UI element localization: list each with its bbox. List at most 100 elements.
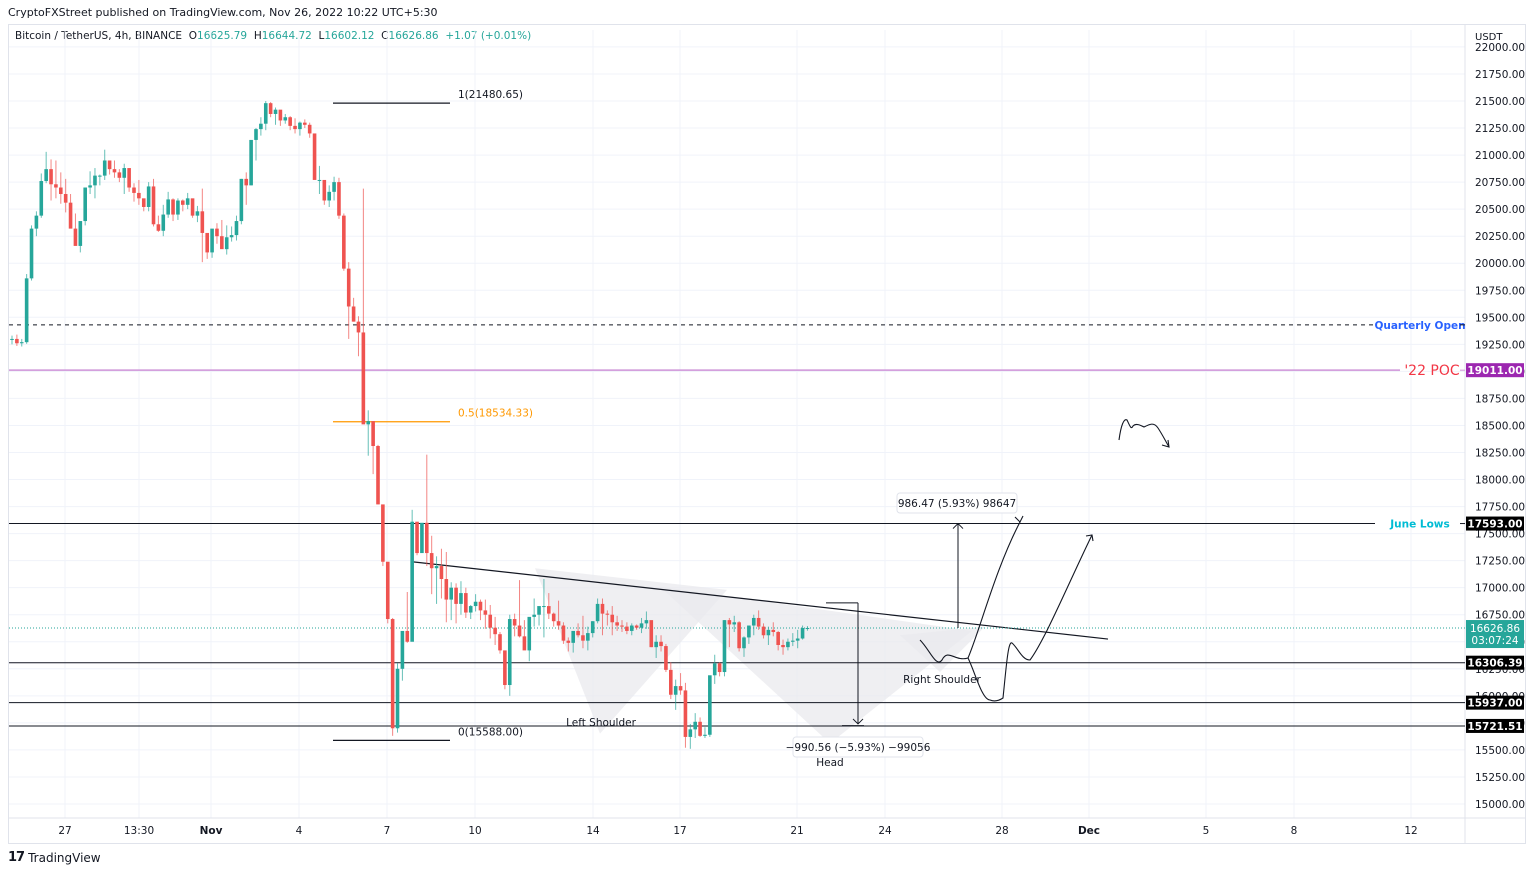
candle-body[interactable] — [781, 644, 785, 648]
candle-body[interactable] — [200, 211, 205, 233]
candle-body[interactable] — [786, 641, 790, 648]
candle-body[interactable] — [459, 593, 463, 604]
candle-body[interactable] — [761, 626, 766, 636]
candle-body[interactable] — [351, 306, 356, 322]
candle-body[interactable] — [742, 637, 746, 649]
candle-body[interactable] — [561, 625, 566, 641]
candle-body[interactable] — [293, 125, 297, 130]
candle-body[interactable] — [556, 621, 561, 626]
candle-body[interactable] — [117, 172, 122, 178]
candle-body[interactable] — [78, 221, 83, 246]
candle-body[interactable] — [220, 236, 224, 250]
candle-body[interactable] — [410, 521, 414, 642]
candle-body[interactable] — [625, 626, 629, 631]
candle-body[interactable] — [185, 198, 190, 205]
candle-body[interactable] — [307, 124, 312, 134]
candle-body[interactable] — [537, 606, 541, 615]
candle-body[interactable] — [712, 663, 717, 676]
candle-body[interactable] — [669, 669, 673, 695]
candle-body[interactable] — [181, 200, 185, 205]
candle-body[interactable] — [590, 621, 595, 634]
candle-body[interactable] — [727, 620, 732, 625]
candle-body[interactable] — [298, 122, 302, 130]
candle-body[interactable] — [708, 675, 712, 735]
candle-body[interactable] — [141, 198, 146, 207]
candle-body[interactable] — [620, 625, 624, 627]
candle-body[interactable] — [327, 191, 331, 201]
candle-body[interactable] — [644, 620, 649, 624]
candle-body[interactable] — [356, 321, 361, 333]
candle-body[interactable] — [542, 606, 546, 608]
candle-body[interactable] — [547, 606, 551, 614]
candle-body[interactable] — [473, 601, 478, 607]
candle-body[interactable] — [395, 668, 400, 729]
candle-body[interactable] — [229, 235, 234, 238]
candle-body[interactable] — [322, 179, 327, 201]
candle-body[interactable] — [805, 628, 810, 630]
candle-body[interactable] — [156, 224, 161, 231]
candle-body[interactable] — [605, 613, 610, 615]
candle-body[interactable] — [151, 186, 156, 225]
candle-body[interactable] — [244, 178, 249, 186]
candle-body[interactable] — [102, 160, 107, 176]
candle-body[interactable] — [224, 237, 229, 250]
candle-body[interactable] — [98, 175, 102, 177]
candle-body[interactable] — [791, 640, 795, 642]
candle-body[interactable] — [649, 620, 654, 648]
candle-body[interactable] — [634, 625, 639, 628]
candle-body[interactable] — [703, 734, 707, 736]
candle-body[interactable] — [176, 200, 180, 215]
candle-body[interactable] — [488, 614, 493, 628]
candle-body[interactable] — [586, 633, 590, 641]
candle-body[interactable] — [673, 686, 678, 695]
candle-body[interactable] — [756, 617, 761, 627]
candle-body[interactable] — [73, 228, 78, 246]
candle-body[interactable] — [112, 169, 117, 173]
candle-body[interactable] — [337, 182, 341, 216]
candle-body[interactable] — [639, 623, 644, 628]
candle-body[interactable] — [88, 185, 92, 188]
candle-body[interactable] — [332, 182, 336, 192]
candle-body[interactable] — [390, 619, 395, 729]
candle-body[interactable] — [39, 181, 44, 216]
candle-body[interactable] — [771, 629, 776, 633]
candle-body[interactable] — [249, 139, 253, 186]
candle-body[interactable] — [68, 202, 73, 229]
candle-body[interactable] — [127, 168, 131, 188]
candle-body[interactable] — [210, 228, 214, 253]
candle-body[interactable] — [468, 606, 473, 613]
candle-body[interactable] — [532, 614, 536, 617]
candle-body[interactable] — [776, 632, 780, 645]
candle-body[interactable] — [303, 122, 307, 125]
candle-body[interactable] — [595, 603, 600, 622]
candle-body[interactable] — [146, 186, 151, 207]
candle-body[interactable] — [600, 603, 605, 614]
candle-body[interactable] — [283, 117, 288, 121]
candle-body[interactable] — [478, 601, 483, 611]
candle-body[interactable] — [615, 622, 619, 626]
candle-body[interactable] — [239, 178, 244, 222]
candle-body[interactable] — [610, 614, 615, 623]
candle-body[interactable] — [766, 629, 771, 636]
candle-body[interactable] — [190, 198, 195, 216]
candle-body[interactable] — [678, 686, 683, 691]
candle-body[interactable] — [517, 625, 522, 637]
candle-body[interactable] — [132, 187, 136, 193]
candle-body[interactable] — [137, 192, 141, 199]
candle-body[interactable] — [688, 729, 693, 737]
candle-body[interactable] — [29, 228, 34, 279]
candle-body[interactable] — [444, 579, 449, 600]
candle-body[interactable] — [498, 634, 502, 651]
candle-body[interactable] — [795, 638, 800, 641]
candle-body[interactable] — [405, 630, 410, 642]
candle-body[interactable] — [527, 616, 532, 651]
candle-body[interactable] — [400, 630, 405, 669]
candle-body[interactable] — [215, 228, 219, 237]
candle-body[interactable] — [664, 646, 668, 670]
candle-body[interactable] — [93, 175, 97, 186]
candle-body[interactable] — [683, 690, 688, 737]
candle-body[interactable] — [10, 338, 14, 340]
candle-body[interactable] — [659, 641, 663, 647]
candle-body[interactable] — [346, 268, 351, 307]
candle-body[interactable] — [122, 168, 127, 178]
